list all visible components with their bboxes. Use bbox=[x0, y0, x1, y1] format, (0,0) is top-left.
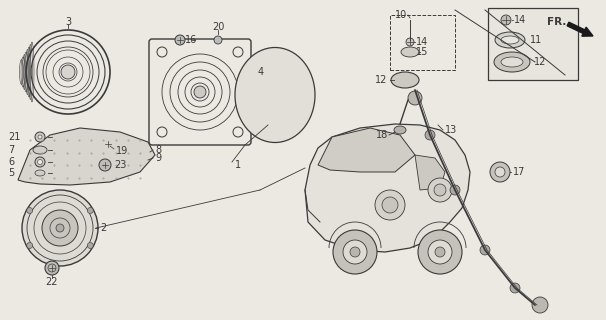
Circle shape bbox=[428, 178, 452, 202]
Text: 16: 16 bbox=[185, 35, 197, 45]
Text: 6: 6 bbox=[8, 157, 14, 167]
Circle shape bbox=[495, 167, 505, 177]
Text: 19: 19 bbox=[116, 146, 128, 156]
Circle shape bbox=[248, 68, 256, 76]
Text: 2: 2 bbox=[100, 223, 106, 233]
Text: FR.: FR. bbox=[547, 17, 566, 27]
Circle shape bbox=[194, 86, 206, 98]
Text: 12: 12 bbox=[375, 75, 387, 85]
Ellipse shape bbox=[235, 47, 315, 142]
FancyArrow shape bbox=[567, 22, 593, 36]
Text: 4: 4 bbox=[258, 67, 264, 77]
Circle shape bbox=[532, 297, 548, 313]
Circle shape bbox=[333, 230, 377, 274]
Bar bbox=[488, 8, 578, 80]
Circle shape bbox=[214, 36, 222, 44]
Ellipse shape bbox=[394, 126, 406, 134]
Text: 23: 23 bbox=[114, 160, 127, 170]
Circle shape bbox=[22, 190, 98, 266]
Circle shape bbox=[510, 283, 520, 293]
Text: 12: 12 bbox=[534, 57, 547, 67]
Text: 14: 14 bbox=[514, 15, 526, 25]
Circle shape bbox=[428, 240, 452, 264]
Circle shape bbox=[480, 245, 490, 255]
Ellipse shape bbox=[35, 170, 45, 176]
Circle shape bbox=[435, 247, 445, 257]
Circle shape bbox=[408, 91, 422, 105]
Text: 21: 21 bbox=[8, 132, 21, 142]
Circle shape bbox=[406, 38, 414, 46]
Ellipse shape bbox=[501, 36, 519, 44]
Text: 3: 3 bbox=[65, 17, 71, 27]
Ellipse shape bbox=[391, 72, 419, 88]
Circle shape bbox=[35, 157, 45, 167]
Polygon shape bbox=[415, 155, 445, 190]
Ellipse shape bbox=[501, 57, 523, 67]
Circle shape bbox=[42, 210, 78, 246]
Ellipse shape bbox=[401, 47, 419, 57]
Circle shape bbox=[425, 130, 435, 140]
Circle shape bbox=[99, 159, 111, 171]
Text: 8: 8 bbox=[155, 145, 161, 155]
Circle shape bbox=[27, 207, 33, 213]
Text: 20: 20 bbox=[212, 22, 224, 32]
Circle shape bbox=[27, 243, 33, 249]
Circle shape bbox=[61, 65, 75, 79]
Text: 17: 17 bbox=[513, 167, 525, 177]
Circle shape bbox=[382, 197, 398, 213]
Circle shape bbox=[343, 240, 367, 264]
Circle shape bbox=[175, 35, 185, 45]
Text: 11: 11 bbox=[530, 35, 542, 45]
Circle shape bbox=[434, 184, 446, 196]
Bar bbox=[390, 15, 455, 70]
Circle shape bbox=[38, 159, 42, 164]
Circle shape bbox=[56, 224, 64, 232]
Ellipse shape bbox=[494, 52, 530, 72]
Circle shape bbox=[104, 140, 112, 148]
Polygon shape bbox=[305, 124, 470, 252]
Text: 1: 1 bbox=[235, 160, 241, 170]
Polygon shape bbox=[18, 128, 155, 185]
Circle shape bbox=[350, 247, 360, 257]
Circle shape bbox=[375, 190, 405, 220]
Text: 10: 10 bbox=[395, 10, 407, 20]
Text: 13: 13 bbox=[445, 125, 458, 135]
Circle shape bbox=[38, 135, 42, 139]
Circle shape bbox=[45, 261, 59, 275]
Circle shape bbox=[501, 15, 511, 25]
Ellipse shape bbox=[495, 32, 525, 48]
Text: 9: 9 bbox=[155, 153, 161, 163]
Text: 5: 5 bbox=[8, 168, 15, 178]
Circle shape bbox=[87, 207, 93, 213]
Text: 22: 22 bbox=[45, 277, 58, 287]
Ellipse shape bbox=[33, 146, 47, 154]
Circle shape bbox=[418, 230, 462, 274]
Polygon shape bbox=[318, 128, 415, 172]
Circle shape bbox=[87, 243, 93, 249]
Text: 14: 14 bbox=[416, 37, 428, 47]
Text: 15: 15 bbox=[416, 47, 428, 57]
Circle shape bbox=[35, 132, 45, 142]
Text: 18: 18 bbox=[376, 130, 388, 140]
Text: 7: 7 bbox=[8, 145, 15, 155]
Circle shape bbox=[490, 162, 510, 182]
Circle shape bbox=[450, 185, 460, 195]
